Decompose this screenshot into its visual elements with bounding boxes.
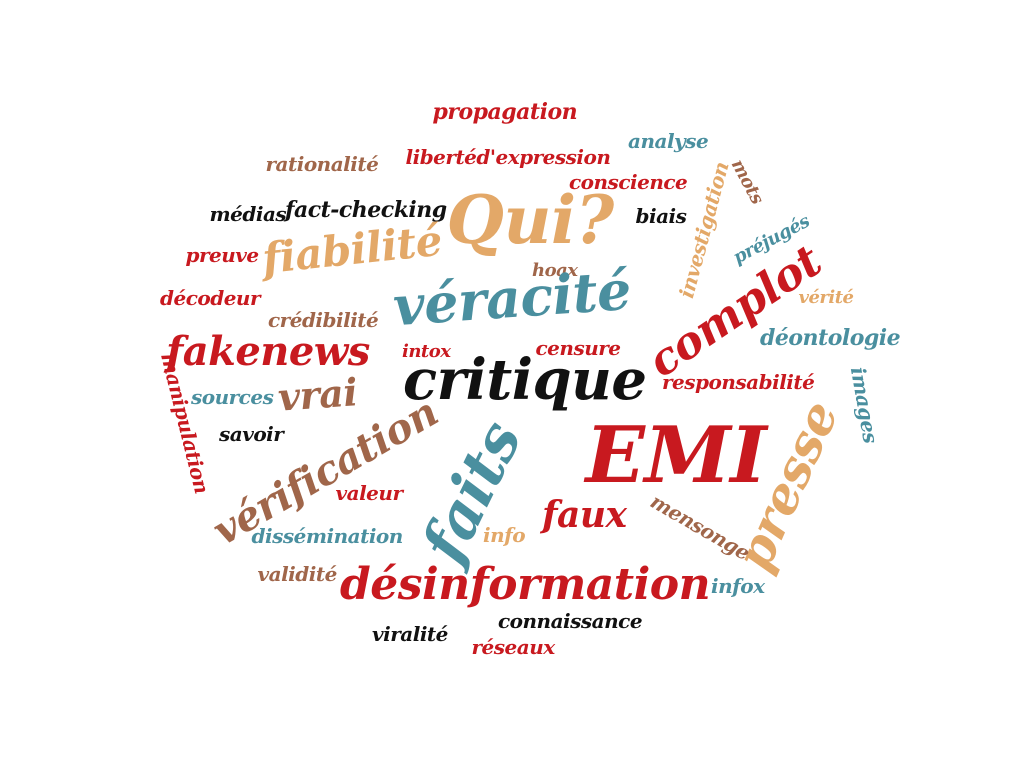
word-desinformation: désinformation [340,559,711,610]
word-medias: médias [209,202,287,226]
word-reseaux: réseaux [471,635,556,659]
word-liberte-expression: libertéd'expression [405,145,611,169]
word-images: images [845,365,883,445]
word-biais: biais [635,204,687,228]
word-valeur: valeur [335,481,403,505]
word-responsabilite: responsabilité [662,370,815,394]
word-emi: EMI [585,410,767,501]
word-veracite: véracité [391,257,633,339]
word-fiabilite: fiabilité [259,215,445,284]
word-deontologie: déontologie [760,325,901,351]
word-fact-checking: fact-checking [285,197,447,223]
word-info: info [483,523,526,547]
word-sources: sources [191,385,274,409]
word-viralite: viralité [372,622,448,646]
word-rationalite: rationalité [265,152,379,176]
word-connaissance: connaissance [498,609,643,633]
word-savoir: savoir [219,422,284,446]
word-qui: Qui? [446,181,615,259]
word-vrai: vrai [275,369,359,420]
word-propagation: propagation [432,99,578,125]
word-validite: validité [257,562,338,586]
word-hoax: hoax [532,260,578,281]
word-verite: vérité [798,287,855,308]
word-preuve: preuve [185,243,260,267]
word-conscience: conscience [569,170,688,194]
word-dissemination: dissémination [251,524,404,548]
word-infox: infox [711,574,765,598]
word-critique: critique [403,347,647,413]
word-analyse: analyse [628,129,709,153]
word-mots: mots [726,155,768,208]
word-credibilite: crédibilité [268,308,379,332]
word-decodeur: décodeur [160,286,261,310]
word-fakenews: fakenews [166,328,370,375]
word-censure: censure [535,336,622,360]
word-intox: intox [402,341,451,362]
word-faux: faux [542,494,627,536]
